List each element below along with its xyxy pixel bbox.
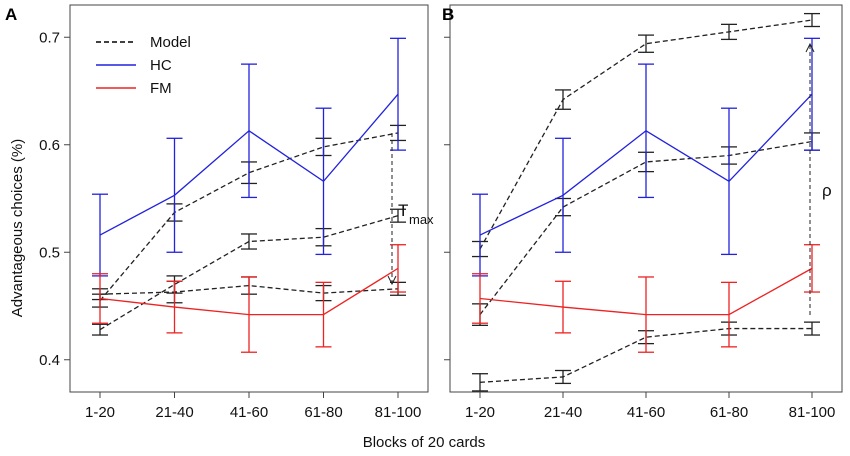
series-line [479,19,813,250]
legend-label-fm: FM [150,80,172,97]
panel-letter: B [442,5,454,24]
series-fm [92,244,406,353]
panel-a: A 0.4 0.5 0.6 0.7 1-20 21-40 41-60 61-80 81-100 T m… [5,4,434,421]
rho-arrowhead [805,42,815,53]
series-line [99,215,399,331]
x-tick-label: 61-80 [304,404,342,421]
tmax-arrowhead [387,275,397,286]
x-tick-label: 61-80 [710,404,748,421]
legend-label-model: Model [150,34,191,51]
x-axis-label: Blocks of 20 cards [363,434,486,451]
series-hc [472,37,820,277]
x-tick-label: 21-40 [544,404,582,421]
rho-label: ρ [822,181,832,200]
tmax-subscript: max [409,212,434,227]
series-hc [92,37,406,277]
x-tick-label: 41-60 [230,404,268,421]
series-fm [472,244,820,353]
x-tick-label: 41-60 [627,404,665,421]
panel-letter: A [5,5,17,24]
x-tick-label: 21-40 [155,404,193,421]
x-tick-label: 81-100 [789,404,836,421]
series-line [479,140,813,315]
tmax-label: T [398,201,408,220]
y-axis-label: Advantageous choices (%) [9,139,26,317]
y-tick-label: 0.5 [39,244,60,261]
panel-b: B 1-20 21-40 41-60 61-80 81-100 ρ [442,4,843,421]
legend-label-hc: HC [150,57,172,74]
x-tick-label: 1-20 [85,404,115,421]
panels: A 0.4 0.5 0.6 0.7 1-20 21-40 41-60 61-80 81-100 T m… [5,4,843,421]
x-tick-label: 1-20 [465,404,495,421]
x-tick-label: 81-100 [375,404,422,421]
legend: Model HC FM [96,34,191,97]
series-line [99,132,399,302]
y-tick-label: 0.7 [39,29,60,46]
series-line [99,284,399,295]
y-tick-label: 0.6 [39,137,60,154]
y-tick-label: 0.4 [39,352,60,369]
